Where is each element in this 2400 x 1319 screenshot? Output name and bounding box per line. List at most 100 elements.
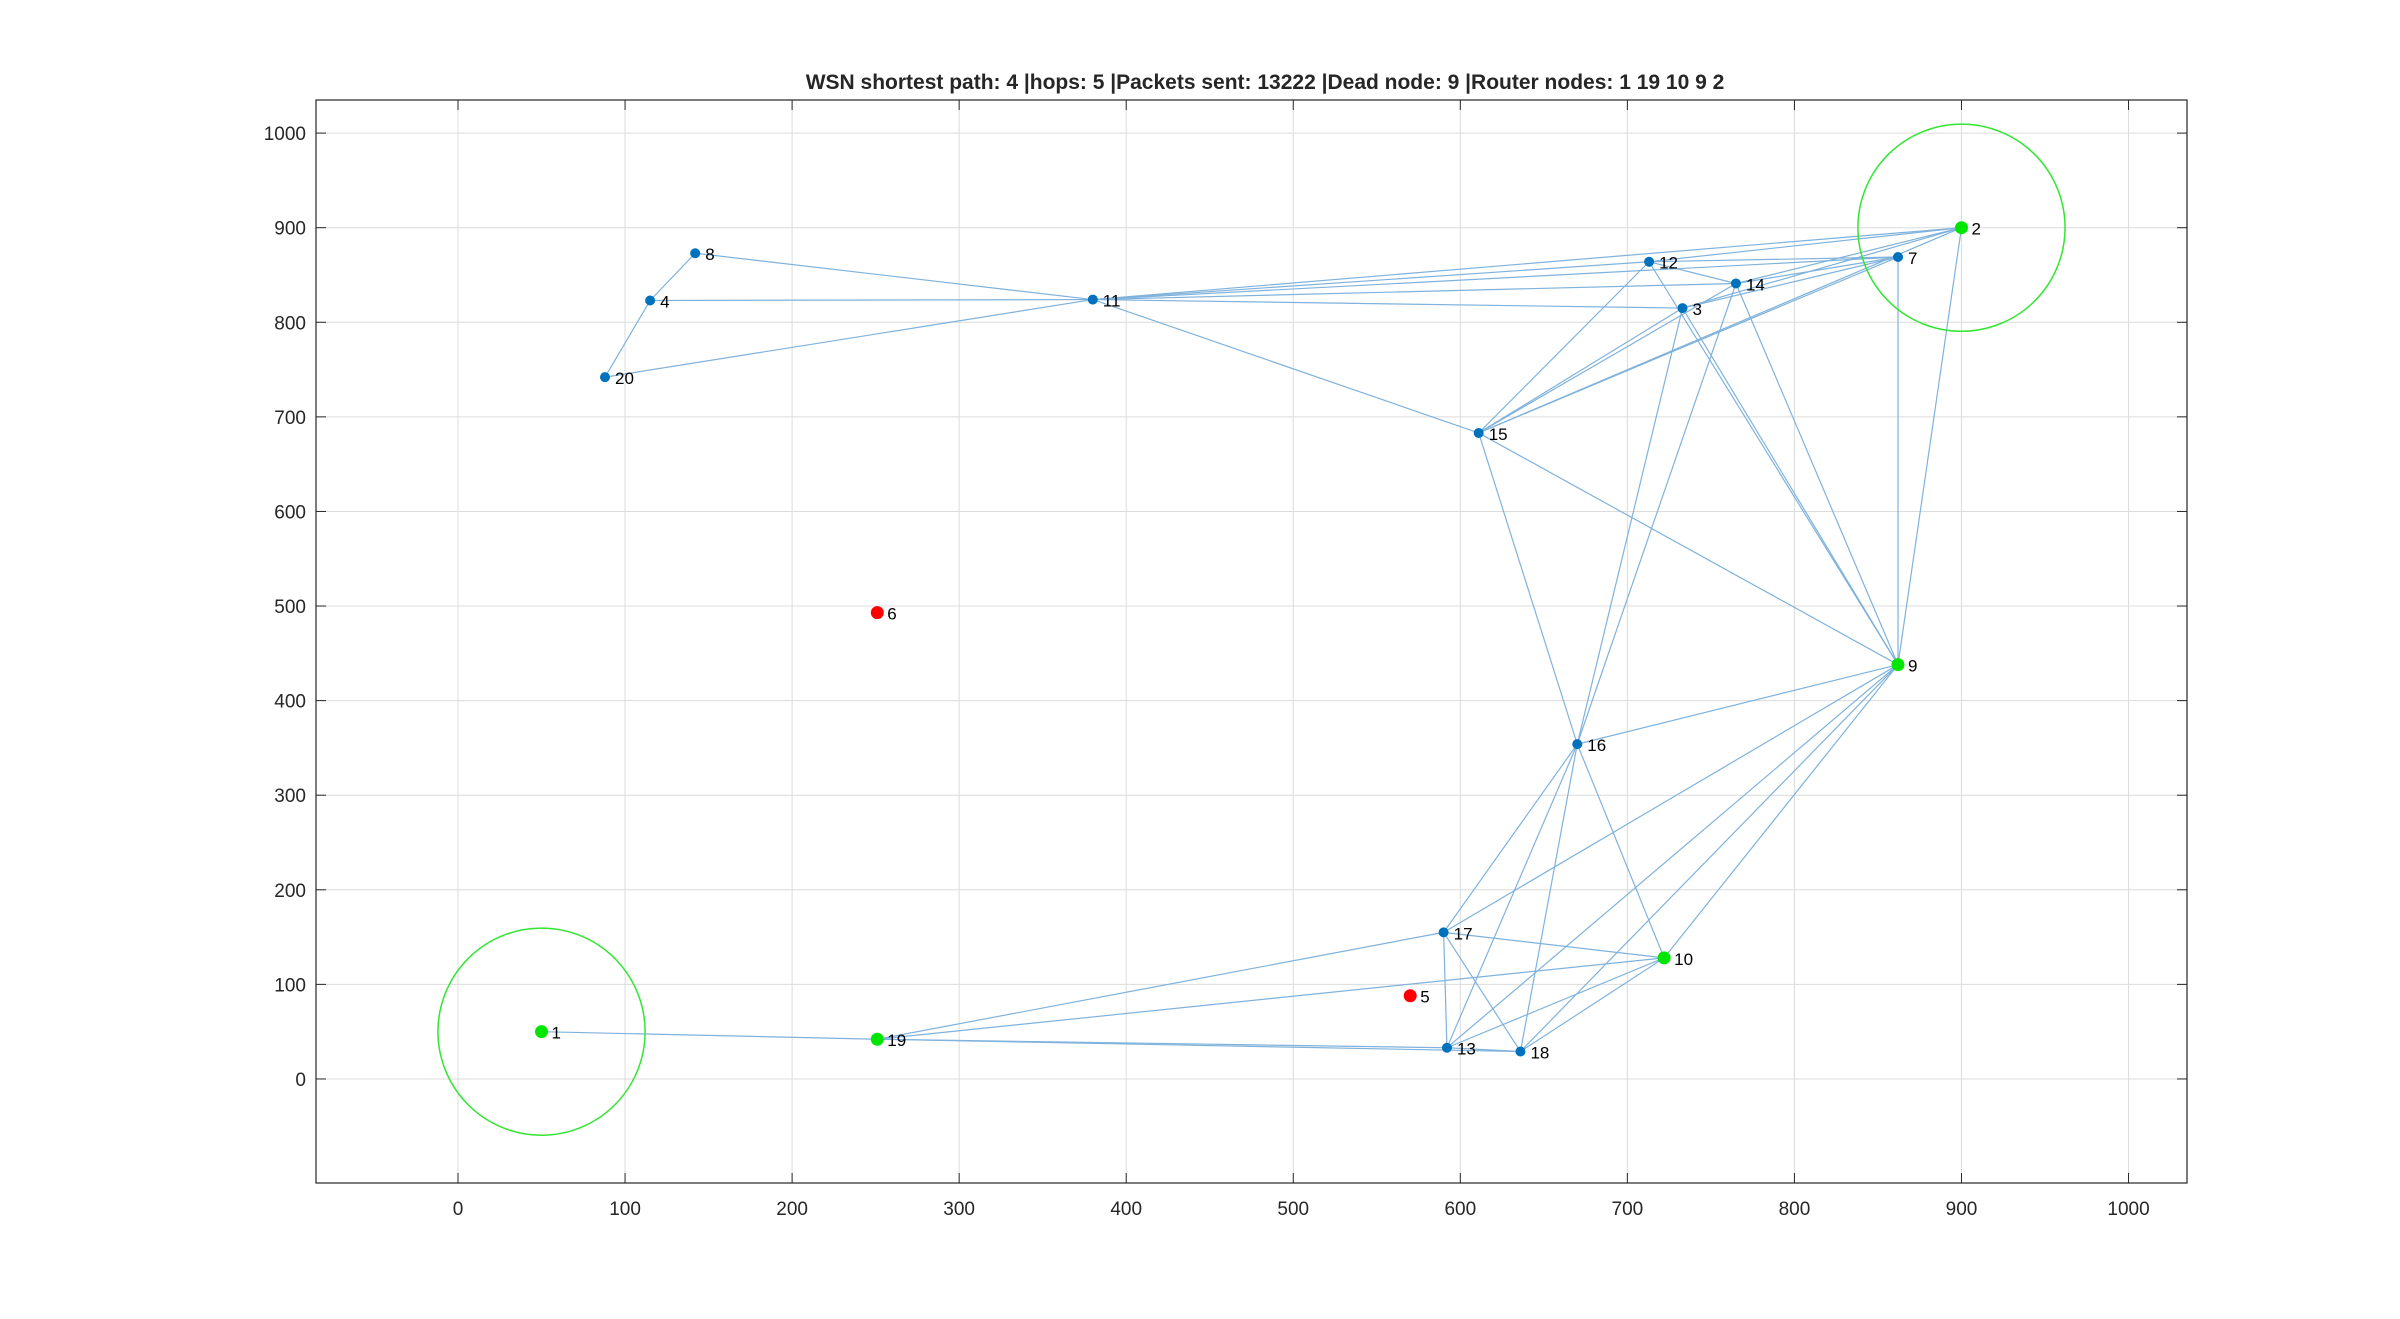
node-8-label: 8: [705, 245, 714, 264]
node-16-marker: [1572, 739, 1583, 750]
x-tick-label: 0: [453, 1199, 464, 1220]
link-line: [1649, 227, 1962, 263]
link-line: [877, 931, 1444, 1040]
link-line: [1577, 664, 1899, 745]
link-line: [1576, 283, 1737, 745]
link-line: [1446, 664, 1899, 1049]
link-line: [604, 298, 1093, 378]
link-line: [1446, 1047, 1521, 1053]
node-15-marker: [1473, 427, 1484, 438]
link-line: [1682, 256, 1899, 309]
range-circle-1: [437, 927, 646, 1136]
chart-title: WSN shortest path: 4 |hops: 5 |Packets s…: [806, 71, 1725, 94]
link-line: [1663, 664, 1899, 959]
node-14-label: 14: [1746, 275, 1765, 294]
y-tick-label: 1000: [264, 124, 306, 145]
node-3-label: 3: [1692, 300, 1701, 319]
x-tick-label: 1000: [2107, 1199, 2149, 1220]
node-3-marker: [1677, 303, 1688, 314]
link-line: [1735, 256, 1899, 285]
y-tick-label: 700: [274, 408, 306, 429]
y-tick-label: 200: [274, 881, 306, 902]
link-line: [1092, 298, 1683, 309]
x-tick-label: 700: [1612, 1199, 1644, 1220]
link-line: [1478, 282, 1737, 434]
link-line: [604, 300, 651, 378]
y-tick-label: 0: [295, 1070, 306, 1091]
link-line: [1648, 261, 1899, 665]
link-line: [1092, 282, 1736, 301]
link-line: [1681, 307, 1899, 665]
y-tick-label: 800: [274, 313, 306, 334]
link-line: [1443, 931, 1665, 959]
links: [541, 227, 1963, 1053]
link-line: [1092, 256, 1899, 301]
node-4-marker: [645, 295, 656, 306]
x-tick-label: 900: [1946, 1199, 1978, 1220]
node-9-label: 9: [1908, 657, 1917, 676]
node-8-marker: [690, 248, 701, 259]
x-tick-label: 100: [609, 1199, 641, 1220]
range-circle-2: [1857, 123, 2066, 333]
link-line: [1443, 932, 1448, 1048]
link-line: [1478, 307, 1683, 434]
link-line: [1478, 261, 1650, 434]
y-tick-label: 900: [274, 219, 306, 240]
x-tick-label: 200: [776, 1199, 808, 1220]
node-18-label: 18: [1530, 1044, 1549, 1063]
link-line: [1735, 227, 1962, 285]
x-tick-label: 400: [1110, 1199, 1142, 1220]
link-line: [1682, 227, 1962, 309]
link-line: [1897, 227, 1963, 665]
link-line: [1519, 744, 1578, 1052]
link-line: [1092, 227, 1962, 301]
x-tick-label: 600: [1444, 1199, 1476, 1220]
node-20-marker: [600, 372, 611, 383]
node-17-label: 17: [1454, 924, 1473, 943]
y-tick-label: 300: [274, 786, 306, 807]
node-6-label: 6: [887, 605, 896, 624]
link-line: [1576, 307, 1684, 745]
link-line: [649, 252, 696, 301]
link-line: [1446, 743, 1578, 1048]
node-4-label: 4: [660, 293, 669, 312]
node-10-marker: [1657, 951, 1671, 965]
link-line: [1478, 432, 1899, 666]
node-7-marker: [1892, 252, 1903, 263]
node-15-label: 15: [1489, 425, 1508, 444]
node-9-marker: [1891, 658, 1905, 672]
y-tick-label: 100: [274, 975, 306, 996]
link-line: [1092, 299, 1479, 434]
node-18-marker: [1515, 1046, 1526, 1057]
x-tick-label: 500: [1277, 1199, 1309, 1220]
node-16-label: 16: [1587, 736, 1606, 755]
x-tick-label: 800: [1779, 1199, 1811, 1220]
x-tick-label: 300: [943, 1199, 975, 1220]
y-tick-label: 500: [274, 597, 306, 618]
plot-area: [316, 100, 2187, 1183]
node-13-marker: [1441, 1042, 1452, 1053]
node-19-marker: [870, 1032, 884, 1046]
link-line: [1443, 664, 1899, 933]
y-tick-label: 600: [274, 502, 306, 523]
link-line: [695, 252, 1093, 301]
node-5-label: 5: [1420, 988, 1429, 1007]
y-tick-label: 400: [274, 692, 306, 713]
link-line: [650, 298, 1093, 302]
node-12-marker: [1644, 256, 1655, 267]
node-13-label: 13: [1457, 1040, 1476, 1059]
node-11-marker: [1087, 294, 1098, 305]
node-12-label: 12: [1659, 254, 1678, 273]
node-20-label: 20: [615, 369, 634, 388]
link-line: [1735, 283, 1899, 665]
axes: 0 100 200 300 400 500 600 700 800 900 1000 0 100 200 3…: [264, 99, 2188, 1220]
node-6-marker: [870, 606, 884, 620]
link-line: [1520, 957, 1665, 1053]
node-5-marker: [1403, 989, 1417, 1003]
link-line: [1520, 664, 1899, 1052]
node-10-label: 10: [1674, 950, 1693, 969]
node-14-marker: [1730, 278, 1741, 289]
link-line: [1478, 432, 1578, 745]
